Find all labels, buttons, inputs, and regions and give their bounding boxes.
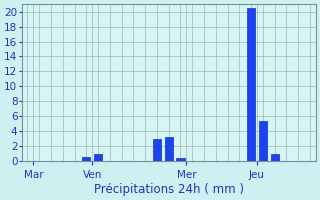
- Bar: [259, 121, 267, 161]
- Bar: [82, 157, 91, 161]
- Bar: [153, 139, 161, 161]
- Bar: [164, 137, 173, 161]
- Bar: [247, 8, 255, 161]
- Bar: [270, 154, 279, 161]
- Bar: [176, 158, 185, 161]
- X-axis label: Précipitations 24h ( mm ): Précipitations 24h ( mm ): [94, 183, 244, 196]
- Bar: [94, 154, 102, 161]
